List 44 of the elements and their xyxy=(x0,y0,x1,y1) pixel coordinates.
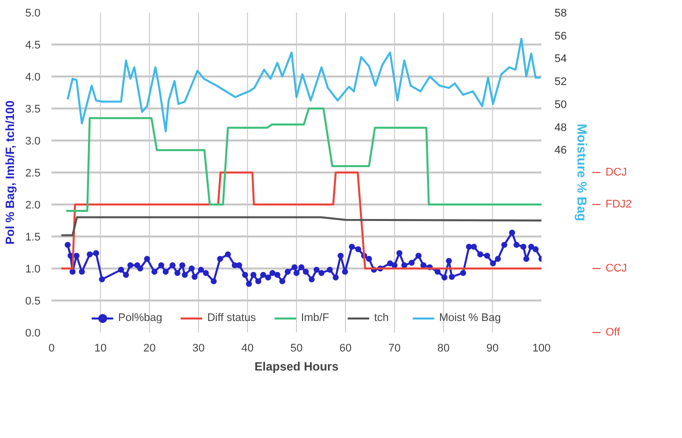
x-tick-label: 80 xyxy=(437,342,450,354)
y-tick-label: 4.5 xyxy=(25,40,41,52)
line-series xyxy=(66,38,542,132)
y-tick-label: 3.0 xyxy=(25,136,41,148)
y-tick-label: 0.5 xyxy=(25,296,41,308)
x-tick-label: 100 xyxy=(532,342,551,354)
y2-tick-label: 52 xyxy=(554,76,567,88)
text: CCJ xyxy=(606,262,627,274)
y-tick-label: 2.0 xyxy=(25,200,41,212)
x-tick-label: 10 xyxy=(94,342,107,354)
y2-tick-label: 56 xyxy=(554,30,567,42)
x-axis-title: Elapsed Hours xyxy=(254,360,339,374)
line-series xyxy=(60,216,542,236)
text: FDJ2 xyxy=(606,198,632,210)
legend-label: Diff status xyxy=(207,312,256,324)
line-series xyxy=(65,108,542,212)
y2-tick-label: 48 xyxy=(554,122,567,134)
x-tick-label: 30 xyxy=(192,342,205,354)
y-tick-label: 4.0 xyxy=(25,72,41,84)
legend-label: Moist % Bag xyxy=(439,312,501,324)
legend-label: Imb/F xyxy=(300,312,330,324)
x-tick-label: 70 xyxy=(388,342,401,354)
y-tick-label: 3.5 xyxy=(25,104,41,116)
x-tick-label: 0 xyxy=(48,342,55,354)
legend-label: Pol%bag xyxy=(118,312,162,324)
x-tick-label: 40 xyxy=(241,342,254,354)
x-tick-label: 60 xyxy=(339,342,352,354)
y-tick-label: 1.0 xyxy=(25,264,41,276)
y-tick-label: 5.0 xyxy=(25,8,41,20)
legend-label: tch xyxy=(374,312,390,324)
y2-tick-label: 46 xyxy=(554,144,567,157)
x-tick-label: 50 xyxy=(290,342,303,354)
x-tick-label: 20 xyxy=(143,342,156,354)
y2-tick-label: 54 xyxy=(554,53,567,66)
y2-tick-label: 50 xyxy=(554,98,567,111)
x-tick-label: 90 xyxy=(486,342,499,354)
text: Off xyxy=(606,326,621,338)
text: DCJ xyxy=(606,166,627,178)
y-tick-label: 2.5 xyxy=(25,168,41,180)
y-tick-label: 0.0 xyxy=(25,328,41,340)
y-tick-label: 1.5 xyxy=(25,232,41,244)
y-axis-title: Pol % Bag, Imb/F, tch/100 xyxy=(3,100,18,245)
y2-tick-label: 58 xyxy=(554,8,567,20)
y2-axis-title: Moisture % Bag xyxy=(574,124,590,222)
